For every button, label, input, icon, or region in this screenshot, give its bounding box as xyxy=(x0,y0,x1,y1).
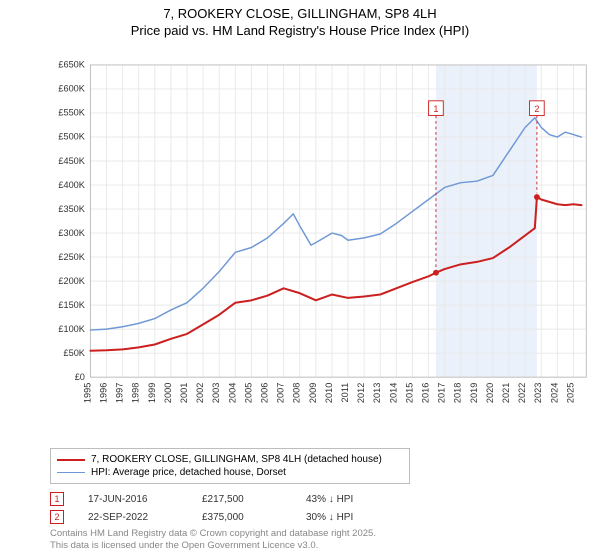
svg-text:2014: 2014 xyxy=(388,383,398,403)
svg-text:2013: 2013 xyxy=(372,383,382,403)
line-chart: £0 £50K £100K £150K £200K £250K £300K £350K £400… xyxy=(50,48,590,418)
row-hpi-diff: 43% ↓ HPI xyxy=(306,494,353,505)
legend-swatch xyxy=(57,472,85,473)
svg-text:2: 2 xyxy=(534,104,539,114)
svg-text:£200K: £200K xyxy=(58,276,85,286)
svg-text:2024: 2024 xyxy=(549,383,559,403)
row-price: £375,000 xyxy=(202,512,282,523)
svg-text:2009: 2009 xyxy=(308,383,318,403)
svg-text:2015: 2015 xyxy=(404,383,414,403)
table-row: 1 17-JUN-2016 £217,500 43% ↓ HPI xyxy=(50,490,353,508)
title-block: 7, ROOKERY CLOSE, GILLINGHAM, SP8 4LH Pr… xyxy=(0,0,600,40)
svg-text:£500K: £500K xyxy=(58,132,85,142)
svg-text:2012: 2012 xyxy=(356,383,366,403)
svg-text:£150K: £150K xyxy=(58,300,85,310)
footer-line-2: This data is licensed under the Open Gov… xyxy=(50,540,376,552)
svg-text:2018: 2018 xyxy=(453,383,463,403)
svg-text:2025: 2025 xyxy=(565,383,575,403)
svg-text:2010: 2010 xyxy=(324,383,334,403)
table-row: 2 22-SEP-2022 £375,000 30% ↓ HPI xyxy=(50,508,353,526)
svg-text:1996: 1996 xyxy=(99,383,109,403)
svg-text:£350K: £350K xyxy=(58,204,85,214)
svg-text:£300K: £300K xyxy=(58,228,85,238)
svg-text:2008: 2008 xyxy=(292,383,302,403)
svg-text:1999: 1999 xyxy=(147,383,157,403)
svg-text:2016: 2016 xyxy=(421,383,431,403)
svg-text:2020: 2020 xyxy=(485,383,495,403)
svg-text:2002: 2002 xyxy=(195,383,205,403)
transaction-table: 1 17-JUN-2016 £217,500 43% ↓ HPI 2 22-SEP-202… xyxy=(50,490,353,526)
svg-text:2022: 2022 xyxy=(517,383,527,403)
svg-text:2019: 2019 xyxy=(469,383,479,403)
title-line-2: Price paid vs. HM Land Registry's House … xyxy=(0,23,600,40)
footer: Contains HM Land Registry data © Crown c… xyxy=(50,528,376,552)
svg-text:£50K: £50K xyxy=(63,348,85,358)
svg-text:2000: 2000 xyxy=(163,383,173,403)
footer-line-1: Contains HM Land Registry data © Crown c… xyxy=(50,528,376,540)
svg-text:£650K: £650K xyxy=(58,60,85,70)
row-marker: 1 xyxy=(50,492,64,506)
svg-text:2001: 2001 xyxy=(179,383,189,403)
title-line-1: 7, ROOKERY CLOSE, GILLINGHAM, SP8 4LH xyxy=(0,6,600,23)
svg-text:£0: £0 xyxy=(75,372,85,382)
svg-text:2011: 2011 xyxy=(340,383,350,403)
svg-text:2006: 2006 xyxy=(260,383,270,403)
svg-text:2005: 2005 xyxy=(243,383,253,403)
legend-item: HPI: Average price, detached house, Dors… xyxy=(57,466,403,479)
svg-text:2003: 2003 xyxy=(211,383,221,403)
svg-text:£450K: £450K xyxy=(58,156,85,166)
legend-label: HPI: Average price, detached house, Dors… xyxy=(91,467,286,478)
row-price: £217,500 xyxy=(202,494,282,505)
svg-text:£250K: £250K xyxy=(58,252,85,262)
svg-text:2004: 2004 xyxy=(227,383,237,403)
legend: 7, ROOKERY CLOSE, GILLINGHAM, SP8 4LH (d… xyxy=(50,448,410,484)
svg-text:£400K: £400K xyxy=(58,180,85,190)
svg-text:1: 1 xyxy=(433,104,438,114)
svg-text:1995: 1995 xyxy=(82,383,92,403)
row-date: 17-JUN-2016 xyxy=(88,494,178,505)
svg-text:2023: 2023 xyxy=(533,383,543,403)
svg-text:£100K: £100K xyxy=(58,324,85,334)
legend-label: 7, ROOKERY CLOSE, GILLINGHAM, SP8 4LH (d… xyxy=(91,454,382,465)
row-hpi-diff: 30% ↓ HPI xyxy=(306,512,353,523)
svg-text:£550K: £550K xyxy=(58,108,85,118)
svg-text:2007: 2007 xyxy=(276,383,286,403)
svg-text:2017: 2017 xyxy=(437,383,447,403)
chart-container: 7, ROOKERY CLOSE, GILLINGHAM, SP8 4LH Pr… xyxy=(0,0,600,560)
chart-area: £0 £50K £100K £150K £200K £250K £300K £350K £400… xyxy=(50,48,590,418)
legend-item: 7, ROOKERY CLOSE, GILLINGHAM, SP8 4LH (d… xyxy=(57,453,403,466)
svg-text:1998: 1998 xyxy=(131,383,141,403)
svg-text:2021: 2021 xyxy=(501,383,511,403)
row-marker: 2 xyxy=(50,510,64,524)
legend-swatch xyxy=(57,459,85,461)
svg-text:£600K: £600K xyxy=(58,84,85,94)
row-date: 22-SEP-2022 xyxy=(88,512,178,523)
svg-text:1997: 1997 xyxy=(115,383,125,403)
